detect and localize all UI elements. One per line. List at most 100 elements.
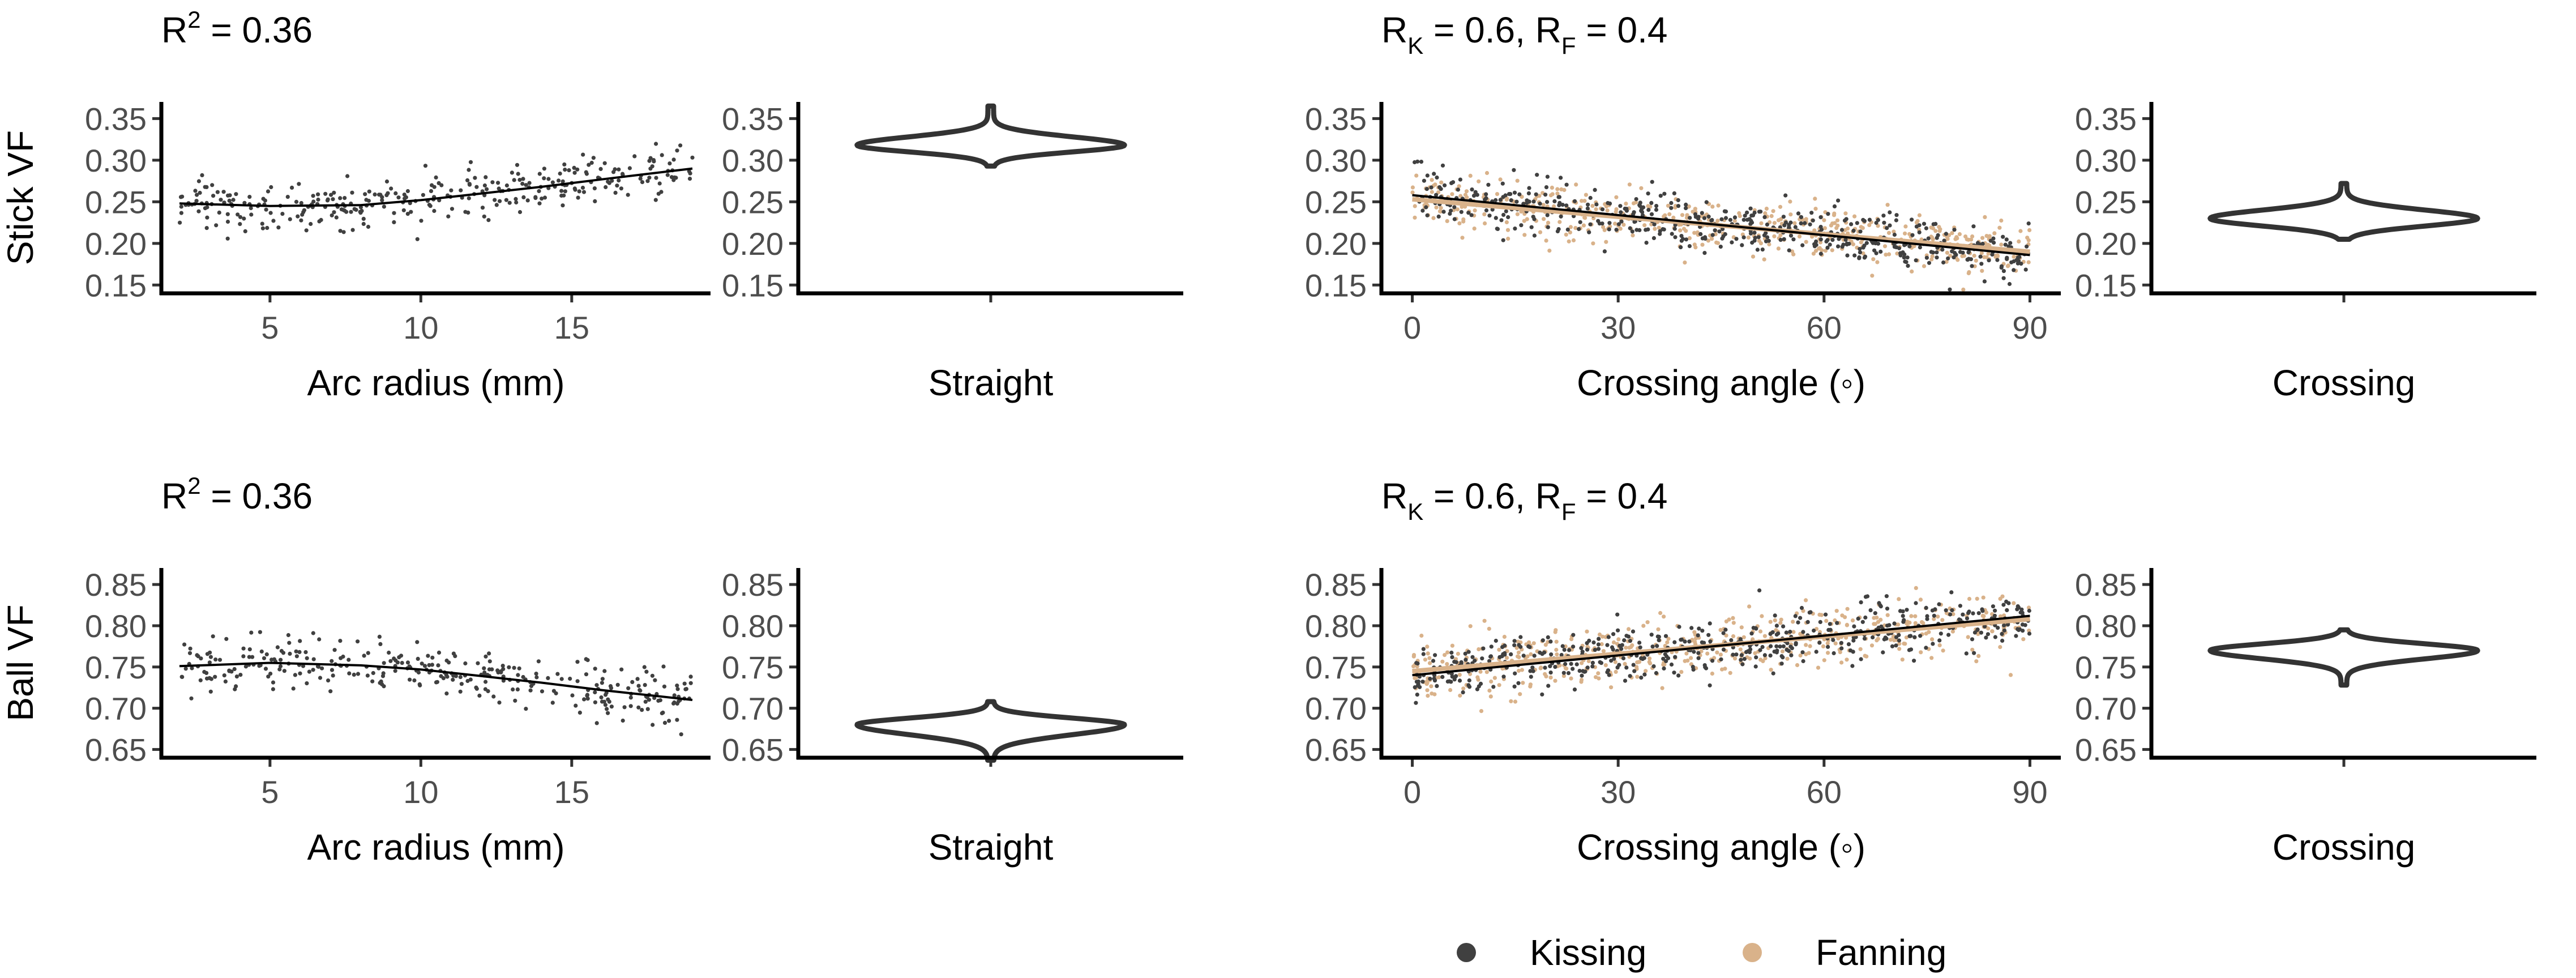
data-point xyxy=(1411,653,1417,657)
data-point xyxy=(1639,676,1644,680)
data-point xyxy=(332,648,337,652)
data-point xyxy=(1596,647,1601,651)
data-point xyxy=(542,176,546,181)
data-point xyxy=(1933,221,1938,226)
data-point xyxy=(1457,221,1462,225)
data-point xyxy=(1700,236,1705,241)
data-point xyxy=(1905,608,1909,612)
data-point xyxy=(2004,257,2009,261)
data-point xyxy=(1484,208,1489,213)
data-point xyxy=(323,191,328,196)
data-point xyxy=(494,203,499,207)
data-point xyxy=(1974,659,1979,664)
data-point xyxy=(1767,242,1771,247)
data-point xyxy=(1791,620,1795,624)
data-point xyxy=(1843,211,1848,216)
data-point xyxy=(1764,206,1769,211)
data-point xyxy=(1601,649,1606,654)
data-point xyxy=(1897,633,1901,637)
x-axis-title: Crossing angle (◦) xyxy=(1577,362,1865,403)
data-point xyxy=(1808,222,1812,227)
data-point xyxy=(1672,227,1677,231)
data-point xyxy=(1966,257,1971,261)
data-point xyxy=(1516,650,1521,655)
data-point xyxy=(1649,200,1654,205)
data-point xyxy=(1515,178,1520,183)
data-point xyxy=(501,667,506,671)
data-point xyxy=(2014,634,2018,638)
data-point xyxy=(1904,635,1909,640)
data-point xyxy=(572,165,576,170)
data-point xyxy=(1572,687,1577,692)
data-point xyxy=(1834,609,1839,613)
data-point xyxy=(1924,646,1928,650)
data-point xyxy=(482,666,486,670)
data-point xyxy=(1924,605,1928,610)
data-point xyxy=(1993,608,1997,613)
data-point xyxy=(183,667,188,671)
data-point xyxy=(1494,198,1498,202)
data-point xyxy=(238,215,243,219)
data-point xyxy=(268,672,273,676)
data-point xyxy=(1918,634,1923,638)
data-point xyxy=(1436,214,1441,219)
data-point xyxy=(1769,668,1773,672)
data-point xyxy=(1967,270,1971,275)
data-point xyxy=(205,215,209,220)
data-point xyxy=(575,660,580,664)
data-point xyxy=(305,656,309,660)
annotation-r2: R2 = 0.36 xyxy=(161,6,313,50)
data-point xyxy=(1922,221,1927,226)
data-point xyxy=(1862,637,1867,641)
data-point xyxy=(196,654,200,659)
data-point xyxy=(2025,244,2029,249)
y-tick-label: 0.85 xyxy=(722,567,784,603)
data-point xyxy=(1965,616,1970,621)
y-tick-label: 0.75 xyxy=(2075,650,2137,685)
data-point xyxy=(1789,653,1794,657)
data-point xyxy=(231,198,236,202)
data-point xyxy=(1784,630,1788,635)
data-point xyxy=(1894,245,1898,250)
data-point xyxy=(1588,222,1593,227)
data-point xyxy=(1529,652,1533,656)
data-point xyxy=(1693,215,1698,219)
data-point xyxy=(1483,221,1487,226)
data-point xyxy=(1652,222,1657,227)
data-point xyxy=(264,652,269,657)
data-point xyxy=(1765,235,1770,240)
data-point xyxy=(1765,222,1769,227)
data-point xyxy=(1655,634,1660,639)
data-point xyxy=(1763,656,1768,660)
data-point xyxy=(1609,659,1614,663)
data-point xyxy=(1826,627,1831,632)
data-point xyxy=(1531,199,1536,204)
data-point xyxy=(1819,613,1824,617)
y-tick-label: 0.80 xyxy=(722,608,784,644)
data-point xyxy=(687,169,691,173)
data-point xyxy=(584,172,589,176)
data-point xyxy=(1800,243,1805,247)
data-point xyxy=(1545,174,1550,179)
data-point xyxy=(2016,605,2021,610)
data-point xyxy=(1512,190,1517,195)
data-point xyxy=(1555,652,1559,657)
data-point xyxy=(1822,658,1826,663)
y-tick-label: 0.65 xyxy=(85,732,147,767)
data-point xyxy=(1415,159,1420,164)
data-point xyxy=(1732,219,1737,223)
data-point xyxy=(626,686,631,690)
data-point xyxy=(1804,652,1808,656)
data-point xyxy=(1907,244,1912,249)
data-point xyxy=(1966,237,1971,242)
data-point xyxy=(1449,208,1453,213)
data-point xyxy=(640,708,644,712)
data-point xyxy=(1796,211,1801,216)
data-point xyxy=(679,732,683,737)
data-point xyxy=(350,228,355,232)
data-point xyxy=(234,192,238,197)
data-point xyxy=(1684,651,1689,656)
